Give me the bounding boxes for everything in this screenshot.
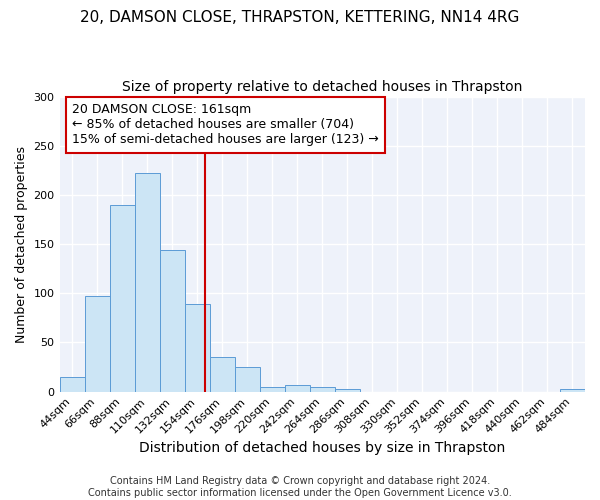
Bar [160,250,185,392]
X-axis label: Distribution of detached houses by size in Thrapston: Distribution of detached houses by size … [139,441,505,455]
Bar [209,357,235,392]
Y-axis label: Number of detached properties: Number of detached properties [15,146,28,342]
Text: 20, DAMSON CLOSE, THRAPSTON, KETTERING, NN14 4RG: 20, DAMSON CLOSE, THRAPSTON, KETTERING, … [80,10,520,25]
Bar [134,174,160,392]
Bar [335,388,360,392]
Bar [235,367,260,392]
Bar [560,388,585,392]
Bar [260,386,285,392]
Text: Contains HM Land Registry data © Crown copyright and database right 2024.
Contai: Contains HM Land Registry data © Crown c… [88,476,512,498]
Bar [285,384,310,392]
Text: 20 DAMSON CLOSE: 161sqm
← 85% of detached houses are smaller (704)
15% of semi-d: 20 DAMSON CLOSE: 161sqm ← 85% of detache… [72,104,379,146]
Bar [110,204,134,392]
Title: Size of property relative to detached houses in Thrapston: Size of property relative to detached ho… [122,80,523,94]
Bar [85,296,110,392]
Bar [310,386,335,392]
Bar [59,377,85,392]
Bar [185,304,209,392]
